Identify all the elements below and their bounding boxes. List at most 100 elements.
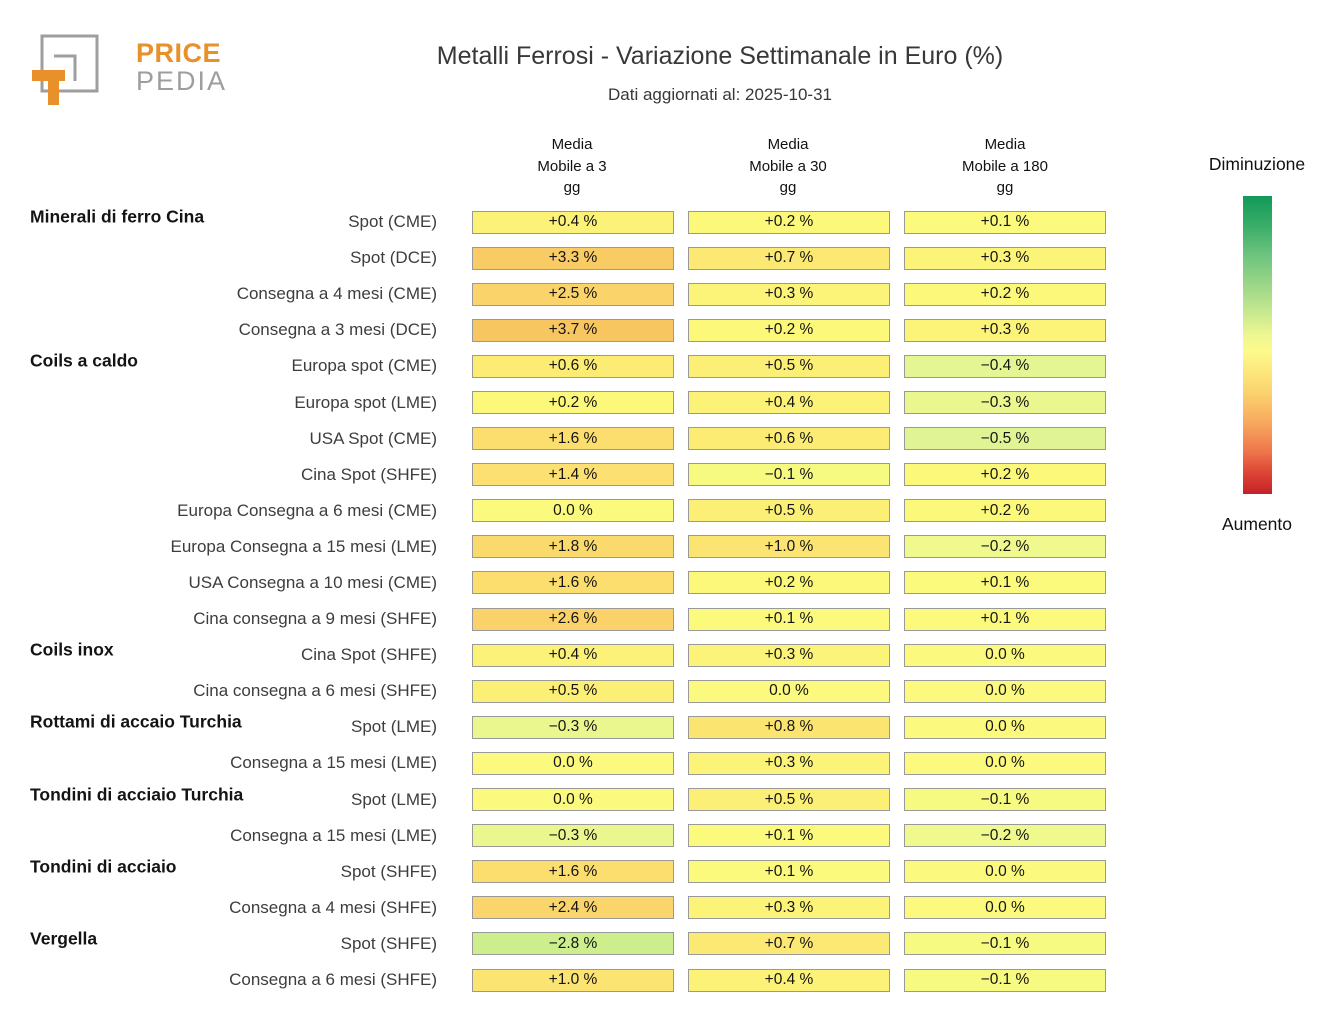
row-label-zone: Cina consegna a 9 mesi (SHFE) [0,601,437,637]
heatmap-cell: +0.2 % [688,210,890,234]
row-cells: +2.6 % +0.1 % +0.1 % [472,607,1106,631]
row-series-label: Consegna a 4 mesi (CME) [236,284,437,304]
column-header-line: gg [996,179,1014,196]
row-series-label: Consegna a 15 mesi (LME) [230,753,437,773]
row-label-zone: Consegna a 6 mesi (SHFE) [0,962,437,998]
column-header: Media Mobile a 3 gg [482,134,662,199]
heatmap-cell: +2.6 % [472,607,674,631]
heatmap-row: Consegna a 4 mesi (CME) +2.5 % +0.3 % +0.2 … [0,276,1130,312]
row-label-zone: Consegna a 3 mesi (DCE) [0,312,437,348]
column-header-line: gg [779,179,797,196]
heatmap-cell: +0.3 % [688,896,890,920]
row-cells: −2.8 % +0.7 % −0.1 % [472,932,1106,956]
row-label-zone: Consegna a 4 mesi (CME) [0,276,437,312]
heatmap-cell: +0.1 % [688,860,890,884]
heatmap-row: Consegna a 3 mesi (DCE) +3.7 % +0.2 % +0.3 … [0,312,1130,348]
heatmap-cell: +3.7 % [472,318,674,342]
column-header-line: Media [984,136,1026,153]
row-cells: −0.3 % +0.1 % −0.2 % [472,824,1106,848]
heatmap-row: Consegna a 15 mesi (LME) 0.0 % +0.3 % 0.0 % [0,745,1130,781]
heatmap-cell: −0.3 % [472,715,674,739]
row-cells: +2.4 % +0.3 % 0.0 % [472,896,1106,920]
row-label-zone: Cina Spot (SHFE) [0,457,437,493]
row-category-label: Tondini di acciaio Turchia [30,783,244,804]
row-label-zone: Consegna a 15 mesi (LME) [0,745,437,781]
row-cells: +1.6 % +0.6 % −0.5 % [472,427,1106,451]
row-series-label: Spot (CME) [348,212,437,232]
heatmap-cell: +0.7 % [688,932,890,956]
heatmap-cell: 0.0 % [904,860,1106,884]
heatmap-cell: +0.4 % [472,210,674,234]
heatmap-cell: +0.2 % [688,318,890,342]
heatmap-cell: −0.1 % [904,788,1106,812]
colorbar-gradient [1243,196,1272,494]
row-series-label: Consegna a 15 mesi (LME) [230,825,437,845]
heatmap-cell: −2.8 % [472,932,674,956]
row-label-zone: Coils a caldo Europa spot (CME) [0,348,437,384]
row-cells: +1.4 % −0.1 % +0.2 % [472,463,1106,487]
heatmap-cell: +0.2 % [904,463,1106,487]
heatmap-cell: 0.0 % [688,679,890,703]
heatmap-cell: +0.3 % [904,318,1106,342]
heatmap-cell: −0.1 % [904,968,1106,992]
pricepedia-logo: PRICE PEDIA [30,28,290,120]
heatmap-row: USA Consegna a 10 mesi (CME) +1.6 % +0.2 %… [0,565,1130,601]
heatmap-cell: 0.0 % [472,499,674,523]
row-series-label: Europa Consegna a 6 mesi (CME) [177,500,437,520]
row-label-zone: Cina consegna a 6 mesi (SHFE) [0,673,437,709]
heatmap-row: Consegna a 6 mesi (SHFE) +1.0 % +0.4 % −0.1… [0,962,1130,998]
heatmap-row: Europa Consegna a 6 mesi (CME) 0.0 % +0.5 … [0,493,1130,529]
pricepedia-logo-mark [32,34,99,105]
row-category-label: Minerali di ferro Cina [30,206,205,227]
heatmap-row: Cina Spot (SHFE) +1.4 % −0.1 % +0.2 % [0,457,1130,493]
column-header-line: Media [767,136,809,153]
heatmap-cell: +1.6 % [472,860,674,884]
heatmap-cell: −0.2 % [904,824,1106,848]
column-header-line: gg [563,179,581,196]
heatmap-row: Minerali di ferro Cina Spot (CME) +0.4 % +0… [0,204,1130,240]
row-series-label: Europa spot (LME) [294,392,437,412]
heatmap-cell: +0.5 % [472,679,674,703]
row-series-label: Europa spot (CME) [291,356,438,376]
heatmap-cell: +0.1 % [904,607,1106,631]
heatmap-cell: +1.0 % [472,968,674,992]
row-category-label: Tondini di acciaio [30,856,177,877]
page-subtitle: Dati aggiornati al: 2025-10-31 [608,85,832,104]
row-category-label: Coils inox [30,639,114,660]
heatmap-row: Cina consegna a 9 mesi (SHFE) +2.6 % +0.1 … [0,601,1130,637]
heatmap-row: Europa spot (LME) +0.2 % +0.4 % −0.3 % [0,384,1130,420]
heatmap-cell: +0.2 % [688,571,890,595]
heatmap-cell: +1.8 % [472,535,674,559]
row-label-zone: Europa spot (LME) [0,384,437,420]
row-cells: 0.0 % +0.3 % 0.0 % [472,751,1106,775]
heatmap-cell: +2.5 % [472,282,674,306]
heatmap-cell: +0.3 % [688,751,890,775]
row-label-zone: Tondini di acciaio Turchia Spot (LME) [0,782,437,818]
row-label-zone: Europa Consegna a 15 mesi (LME) [0,529,437,565]
heatmap-row: Consegna a 15 mesi (LME) −0.3 % +0.1 % −0.2… [0,818,1130,854]
page-title: Metalli Ferrosi - Variazione Settimanale… [436,42,1004,70]
logo-word-pedia: PEDIA [136,65,228,96]
row-label-zone: Rottami di accaio Turchia Spot (LME) [0,709,437,745]
heatmap-cell: +0.2 % [472,391,674,415]
heatmap-row: Coils inox Cina Spot (SHFE) +0.4 % +0.3 % 0.… [0,637,1130,673]
heatmap-cell: −0.3 % [904,391,1106,415]
heatmap-cell: +0.6 % [472,354,674,378]
heatmap-cell: +0.1 % [904,210,1106,234]
row-category-label: Rottami di accaio Turchia [30,711,242,732]
heatmap-row: Coils a caldo Europa spot (CME) +0.6 % +0.5… [0,348,1130,384]
heatmap-row: Cina consegna a 6 mesi (SHFE) +0.5 % 0.0 %… [0,673,1130,709]
column-header: Media Mobile a 30 gg [698,134,878,199]
heatmap-cell: 0.0 % [904,896,1106,920]
heatmap-cell: −0.2 % [904,535,1106,559]
row-label-zone: Consegna a 15 mesi (LME) [0,818,437,854]
heatmap-row: Tondini di acciaio Spot (SHFE) +1.6 % +0.1 … [0,854,1130,890]
heatmap-cell: 0.0 % [472,788,674,812]
row-cells: +0.4 % +0.3 % 0.0 % [472,643,1106,667]
heatmap-cell: −0.3 % [472,824,674,848]
heatmap-cell: +0.5 % [688,354,890,378]
row-label-zone: Coils inox Cina Spot (SHFE) [0,637,437,673]
row-series-label: Consegna a 6 mesi (SHFE) [229,970,437,990]
heatmap-cell: +0.2 % [904,499,1106,523]
heatmap-cell: +0.4 % [688,968,890,992]
